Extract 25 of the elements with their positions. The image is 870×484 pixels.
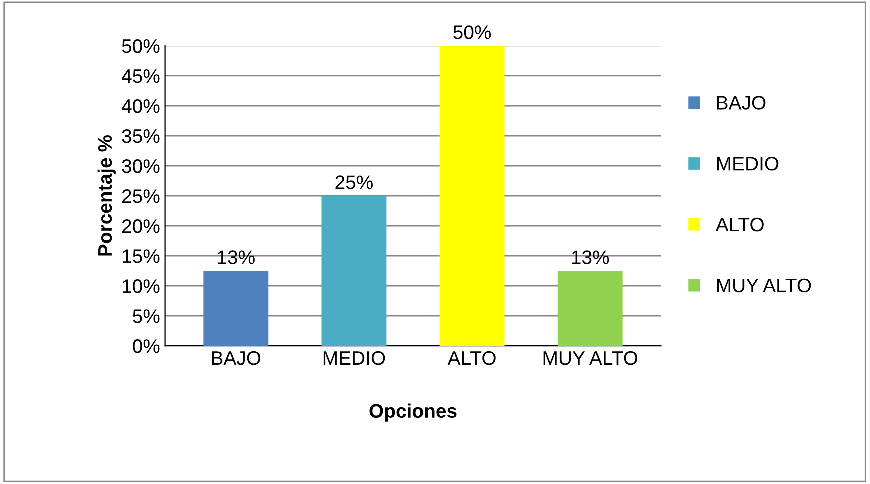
y-tick-label: 25% (122, 189, 160, 204)
x-tick-label: MUY ALTO (544, 351, 638, 366)
x-tick-label: MEDIO (324, 351, 386, 366)
x-tick-label: BAJO (212, 351, 261, 366)
y-tick-label: 20% (122, 219, 160, 234)
y-tick-label: 30% (122, 159, 160, 174)
y-tick-label: 50% (122, 39, 160, 54)
data-label: 13% (572, 250, 610, 264)
legend-label: ALTO (716, 218, 764, 232)
y-tick-label: 0% (133, 340, 160, 354)
y-axis-title: Porcentaje % (98, 135, 116, 256)
legend-label: BAJO (717, 96, 766, 110)
legend-label: MUY ALTO (717, 278, 812, 293)
x-axis-title: Opciones (370, 404, 457, 422)
y-tick-label: 5% (133, 310, 160, 324)
y-tick-label: 15% (123, 250, 160, 264)
y-tick-label: 10% (123, 280, 160, 294)
y-tick-label: 35% (122, 129, 160, 144)
data-label: 13% (218, 250, 255, 264)
legend-label: MEDIO (717, 157, 779, 171)
y-tick-label: 45% (122, 70, 160, 84)
data-label: 50% (454, 26, 492, 40)
y-tick-label: 40% (122, 99, 160, 114)
x-tick-label: ALTO (448, 351, 496, 366)
data-label: 25% (336, 176, 373, 190)
